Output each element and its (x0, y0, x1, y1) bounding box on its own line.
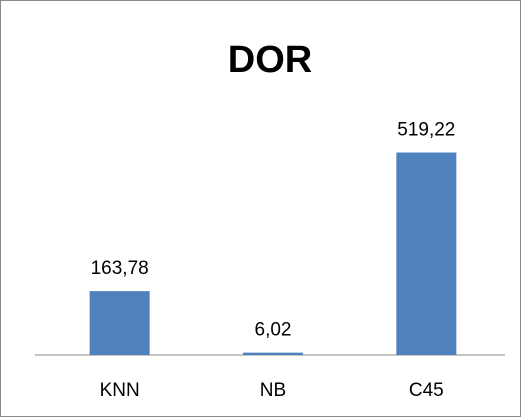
value-label: 6,02 (255, 320, 292, 341)
chart-title: DOR (228, 39, 312, 81)
bar (89, 291, 150, 355)
value-label: 519,22 (397, 120, 455, 141)
bar (396, 152, 457, 355)
x-tick-label: C45 (409, 380, 444, 401)
value-label: 163,78 (91, 258, 149, 279)
x-tick-label: NB (260, 380, 286, 401)
bar (243, 352, 303, 355)
x-tick-label: KNN (100, 380, 140, 401)
